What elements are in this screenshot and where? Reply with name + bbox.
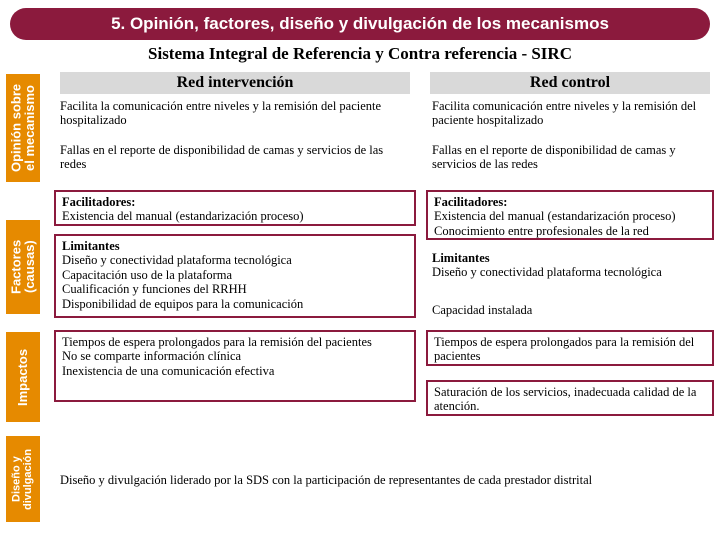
fac-head-r: Facilitadores: xyxy=(434,195,507,209)
impactos-left: Tiempos de espera prolongados para la re… xyxy=(54,330,416,402)
lim-body-r: Diseño y conectividad plataforma tecnoló… xyxy=(432,265,662,279)
row-label-impactos: Impactos xyxy=(6,332,40,422)
factores-right-extra: Capacidad instalada xyxy=(426,300,714,320)
lim-head-r: Limitantes xyxy=(432,251,490,265)
factores-right-fac: Facilitadores: Existencia del manual (es… xyxy=(426,190,714,240)
factores-left-fac: Facilitadores: Existencia del manual (es… xyxy=(54,190,416,226)
lim-body: Diseño y conectividad plataforma tecnoló… xyxy=(62,253,303,310)
opinion-left-1: Facilita la comunicación entre niveles y… xyxy=(54,96,416,131)
lim-head: Limitantes xyxy=(62,239,120,253)
page-title: 5. Opinión, factores, diseño y divulgaci… xyxy=(10,8,710,40)
row-label-factores: Factores (causas) xyxy=(6,220,40,314)
impactos-right-2: Saturación de los servicios, inadecuada … xyxy=(426,380,714,416)
fac-body: Existencia del manual (estandarización p… xyxy=(62,209,304,223)
opinion-right-1: Facilita comunicación entre niveles y la… xyxy=(426,96,714,131)
row-label-diseno: Diseño y divulgación xyxy=(6,436,40,522)
row-label-opinion: Opinión sobre el mecanismo xyxy=(6,74,40,182)
page-subtitle: Sistema Integral de Referencia y Contra … xyxy=(0,44,720,64)
factores-left-lim: Limitantes Diseño y conectividad platafo… xyxy=(54,234,416,318)
opinion-right-2: Fallas en el reporte de disponibilidad d… xyxy=(426,140,714,175)
diseno-text: Diseño y divulgación liderado por la SDS… xyxy=(54,470,710,490)
col-header-left: Red intervención xyxy=(60,72,410,94)
col-header-right: Red control xyxy=(430,72,710,94)
fac-head: Facilitadores: xyxy=(62,195,135,209)
factores-right-lim: Limitantes Diseño y conectividad platafo… xyxy=(426,248,714,283)
fac-body-r: Existencia del manual (estandarización p… xyxy=(434,209,676,237)
content-grid: Red intervención Red control Opinión sob… xyxy=(0,72,720,548)
opinion-left-2: Fallas en el reporte de disponibilidad d… xyxy=(54,140,416,175)
impactos-right-1: Tiempos de espera prolongados para la re… xyxy=(426,330,714,366)
